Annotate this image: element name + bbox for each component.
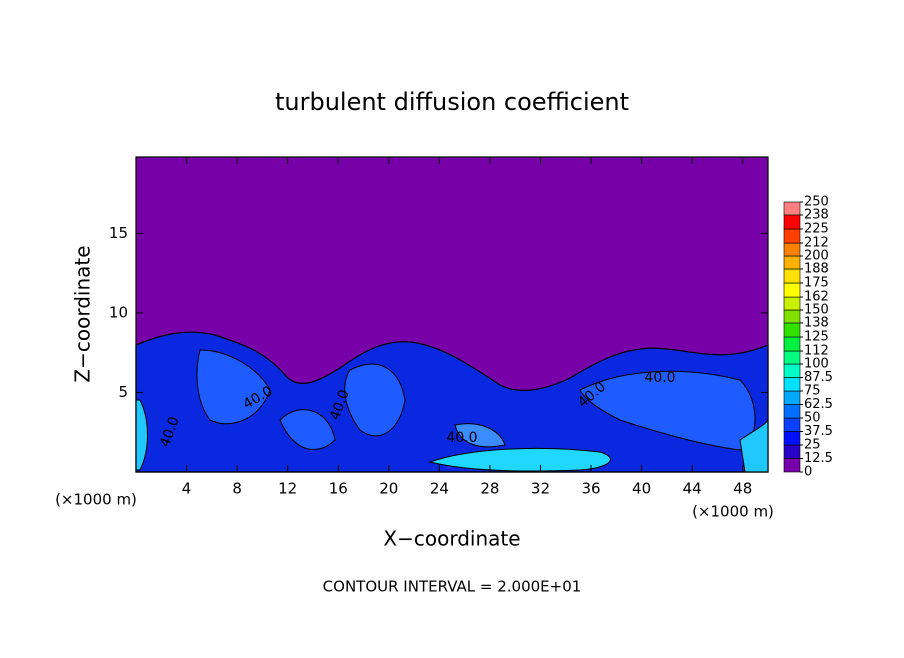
field-region [428,447,611,472]
x-tick-label: 20 [379,480,398,498]
colorbar-label: 50 [804,411,821,426]
colorbar-bin [783,296,801,311]
contour-label: 40.0 [644,370,675,386]
x-tick-label: 12 [278,480,297,498]
colorbar-label: 0 [804,465,812,480]
colorbar-bin [783,390,801,405]
x-tick-label: 48 [733,480,752,498]
colorbar-bin [783,377,801,392]
field-region [196,349,271,425]
colorbar-bin [783,417,801,432]
x-tick-label: 40 [632,480,651,498]
colorbar-bin [783,404,801,419]
colorbar-bin [783,282,801,298]
x-tick-label: 36 [581,480,600,498]
colorbar-bin [783,444,801,459]
colorbar-label: 87.5 [804,370,833,385]
field-region [135,399,148,471]
colorbar-label: 138 [804,315,829,330]
y-tick-label: 10 [109,303,128,321]
colorbar-label: 188 [804,261,829,276]
colorbar-bin [783,336,801,352]
colorbar-label: 12.5 [804,451,833,466]
field-region [454,423,506,448]
colorbar-label: 175 [804,276,829,291]
colorbar-bin [783,268,801,284]
contour-label: 40.0 [446,430,477,446]
colorbar-label: 238 [804,207,829,222]
colorbar-label: 112 [804,344,829,359]
colorbar-label: 150 [804,303,829,318]
colorbar-label: 75 [804,384,821,399]
x-tick-label: 8 [232,480,242,498]
x-axis-label: X−coordinate [383,527,520,551]
colorbar-label: 200 [804,249,829,264]
colorbar-label: 212 [804,236,829,251]
colorbar-bin [783,309,801,324]
colorbar-bin [783,322,801,338]
colorbar-label: 125 [804,330,829,345]
colorbar-label: 100 [804,357,829,372]
colorbar-bin [783,201,801,216]
x-tick-label: 4 [182,480,192,498]
x-tick-label: 32 [531,480,550,498]
colorbar-label: 37.5 [804,424,833,439]
x-tick-label: 44 [683,480,702,498]
colorbar-bin [783,228,801,244]
colorbar-label: 162 [804,290,829,305]
y-axis-label: Z−coordinate [71,245,95,382]
colorbar-bin [783,242,801,257]
field-region [344,363,406,437]
colorbar-bin [783,214,801,230]
plot-frame [135,156,769,473]
colorbar-label: 62.5 [804,397,833,412]
colorbar-label: 25 [804,438,821,453]
colorbar-bin [783,363,801,378]
colorbar-bin [783,431,801,446]
x-unit-label: (×1000 m) [55,491,137,509]
y-tick-label: 5 [118,383,128,401]
footer: CONTOUR INTERVAL = 2.000E+01 [323,578,582,596]
colorbar-label: 250 [804,195,829,210]
field [135,157,769,473]
colorbar-bin [783,255,801,270]
chart-title: turbulent diffusion coefficient [275,88,629,116]
x-unit-label: (×1000 m) [692,503,774,521]
field-region [279,409,336,451]
x-tick-label: 28 [480,480,499,498]
y-tick-label: 15 [109,224,128,242]
colorbar-bin [783,458,801,473]
x-tick-label: 24 [430,480,449,498]
x-tick-label: 16 [329,480,348,498]
colorbar-label: 225 [804,222,829,237]
colorbar-bin [783,350,801,365]
